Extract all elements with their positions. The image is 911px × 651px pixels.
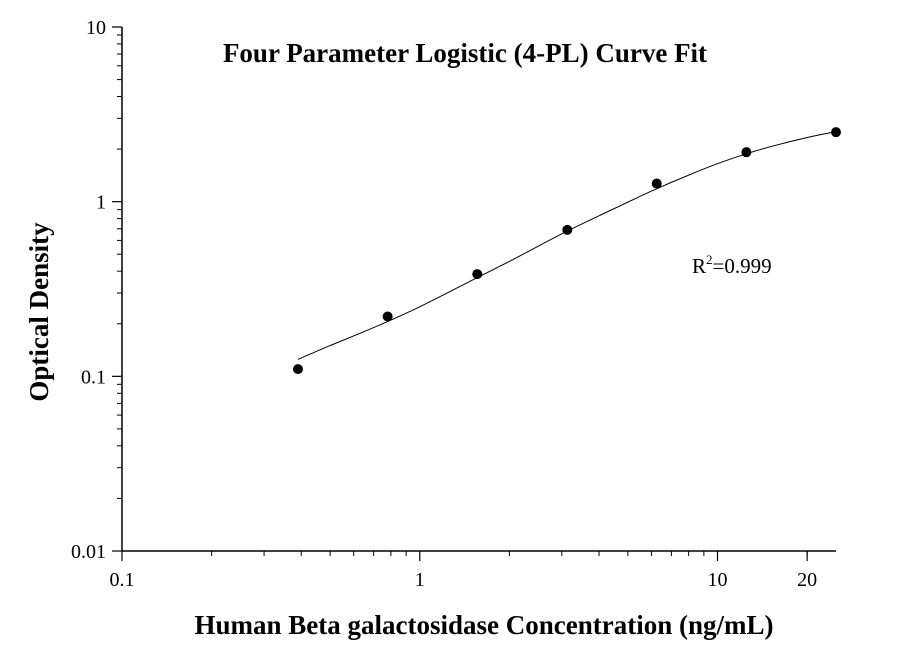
x-tick-label: 1 xyxy=(415,569,425,591)
y-tick-label: 0.01 xyxy=(71,541,106,563)
y-tick-label: 0.1 xyxy=(81,366,106,388)
r-symbol: R xyxy=(692,254,706,278)
data-point xyxy=(472,269,483,280)
data-point xyxy=(831,127,841,138)
x-axis-ticks: 0.1 1 10 20 xyxy=(110,551,817,591)
data-point xyxy=(651,178,662,189)
y-tick-label: 10 xyxy=(86,17,106,39)
r-value: =0.999 xyxy=(713,254,772,278)
data-point xyxy=(562,224,573,235)
x-tick-label: 10 xyxy=(708,569,728,591)
y-axis-label: Optical Density xyxy=(24,222,54,402)
data-point xyxy=(741,147,752,158)
chart-title: Four Parameter Logistic (4-PL) Curve Fit xyxy=(223,38,707,68)
fit-curve-line xyxy=(297,131,837,360)
x-axis-label: Human Beta galactosidase Concentration (… xyxy=(195,610,774,640)
data-point xyxy=(382,311,393,322)
y-axis-ticks: 0.01 0.1 1 10 xyxy=(71,17,122,563)
data-point xyxy=(292,364,303,375)
r-squared-annotation: R2=0.999 xyxy=(692,252,772,278)
y-tick-label: 1 xyxy=(96,192,106,214)
data-points xyxy=(292,127,841,375)
r-superscript: 2 xyxy=(706,252,713,267)
x-tick-label: 20 xyxy=(797,569,817,591)
x-tick-label: 0.1 xyxy=(110,569,135,591)
